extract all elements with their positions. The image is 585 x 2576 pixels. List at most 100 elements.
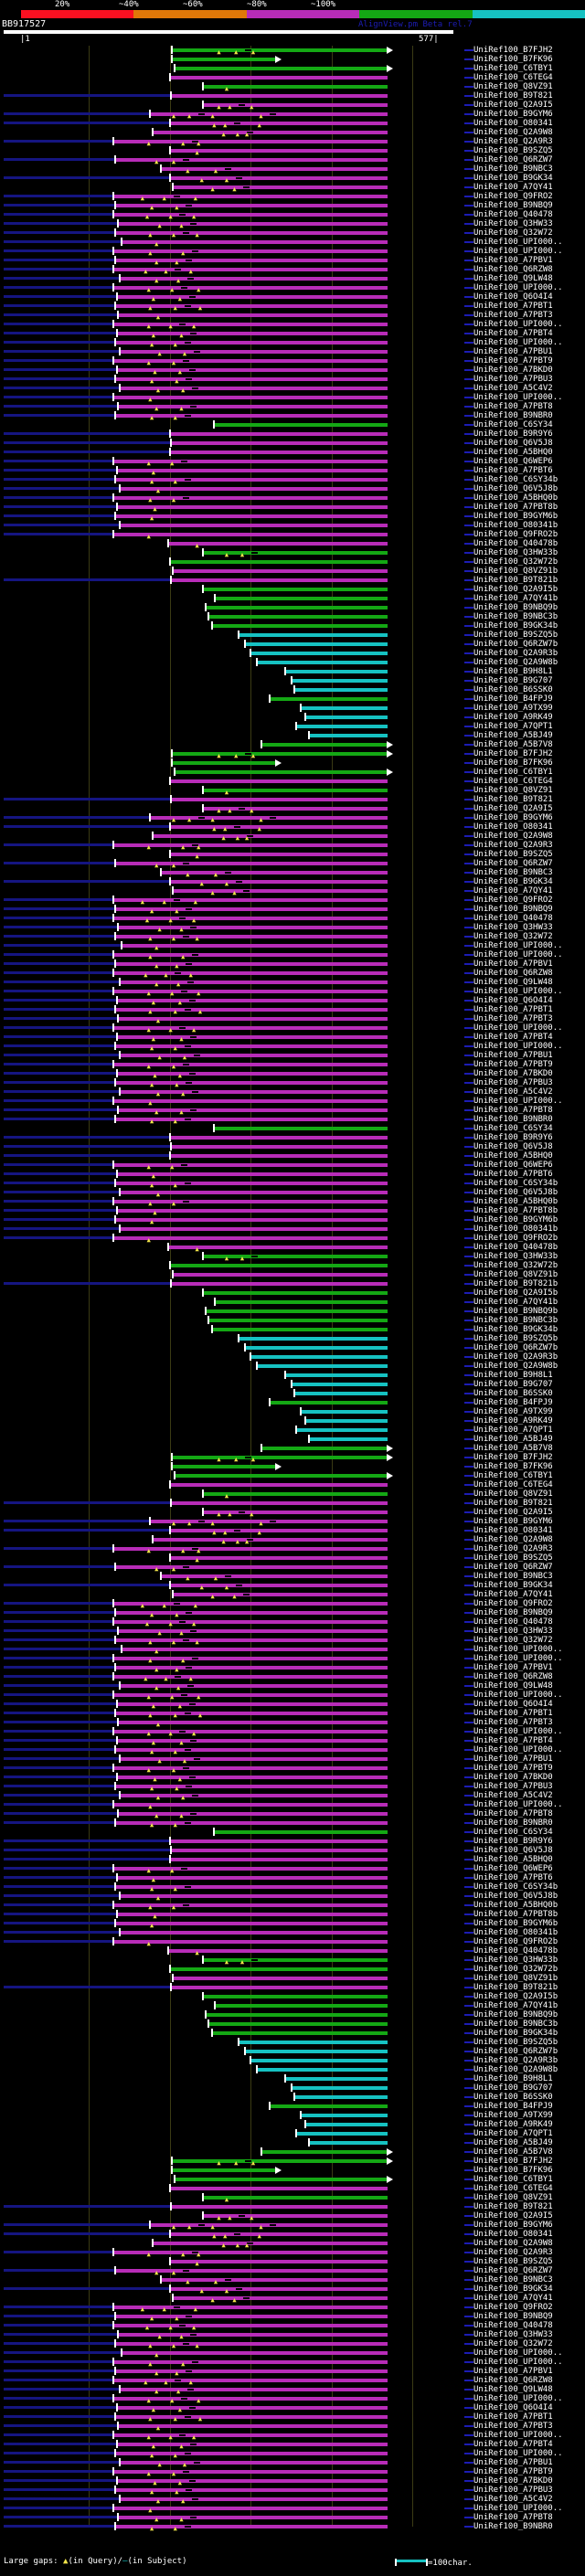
alignment-row[interactable]: ▲ ▲ UniRef100_B9NBR0 <box>0 1115 585 1125</box>
hsp-bar[interactable] <box>154 131 388 134</box>
hsp-bar[interactable] <box>117 368 388 372</box>
hit-accession-link[interactable]: UniRef100_A9TX99 <box>473 704 553 713</box>
hit-accession-link[interactable]: UniRef100_A5C4V2 <box>473 384 553 393</box>
hit-accession-link[interactable]: UniRef100_A7PBT8 <box>473 402 553 411</box>
hit-accession-link[interactable]: UniRef100_C6SY34 <box>473 1828 553 1837</box>
hit-accession-link[interactable]: UniRef100_B9G707 <box>473 1380 553 1389</box>
alignment-row[interactable]: UniRef100_C6TEG4 <box>0 777 585 786</box>
alignment-row[interactable]: ▲ ▲ UniRef100_Q3HW33b <box>0 1956 585 1966</box>
hsp-bar[interactable] <box>204 85 388 89</box>
hsp-bar[interactable] <box>170 2287 388 2291</box>
alignment-row[interactable]: UniRef100_B9G707 <box>0 676 585 685</box>
hsp-bar[interactable] <box>285 2077 388 2081</box>
alignment-row[interactable]: ▲ ▲ UniRef100_B9NBR0 <box>0 1818 585 1829</box>
alignment-row[interactable]: ▲ ▲ ▲ UniRef100_B7FJH2 <box>0 2157 585 2167</box>
hit-accession-link[interactable]: UniRef100_A5BJ49 <box>473 731 553 740</box>
alignment-row[interactable]: ▲ ▲ UniRef100_B9GK34 <box>0 174 585 184</box>
hsp-bar[interactable] <box>174 1273 388 1277</box>
hit-accession-link[interactable]: UniRef100_B9GK34b <box>473 2029 558 2038</box>
hit-accession-link[interactable]: UniRef100_Q6RZW7 <box>473 2266 553 2275</box>
alignment-row[interactable]: ▲ ▲ UniRef100_Q3HW33b <box>0 548 585 558</box>
alignment-row[interactable]: ▲ ▲ ▲ UniRef100_O80341 <box>0 822 585 832</box>
hit-accession-link[interactable]: UniRef100_A7PBT1 <box>473 2412 553 2422</box>
hit-accession-link[interactable]: UniRef100_Q6O4I4 <box>473 1700 553 1709</box>
hit-accession-link[interactable]: UniRef100_UPI000.. <box>473 1023 563 1033</box>
hsp-bar[interactable] <box>216 2004 388 2008</box>
hsp-bar[interactable] <box>116 1922 388 1925</box>
hit-accession-link[interactable]: UniRef100_O80341 <box>473 119 553 128</box>
hit-accession-link[interactable]: UniRef100_A5BHQ0 <box>473 448 553 457</box>
alignment-row[interactable]: UniRef100_B7FK96 <box>0 2166 585 2175</box>
hit-accession-link[interactable]: UniRef100_A7PBT4 <box>473 1033 553 1042</box>
hsp-bar[interactable] <box>117 2406 388 2410</box>
hit-accession-link[interactable]: UniRef100_Q6RZW7b <box>473 1343 558 1352</box>
alignment-row[interactable]: ▲ ▲ ▲ UniRef100_Q2A9W8 <box>0 128 585 138</box>
alignment-row[interactable]: ▲ ▲ UniRef100_A5C4V2 <box>0 1087 585 1097</box>
alignment-row[interactable]: UniRef100_B9H8L1 <box>0 2074 585 2083</box>
alignment-row[interactable]: ▲ ▲ UniRef100_Q6O4I4 <box>0 996 585 1006</box>
hit-accession-link[interactable]: UniRef100_UPI000.. <box>473 1645 563 1654</box>
hsp-bar[interactable] <box>121 487 388 491</box>
hit-accession-link[interactable]: UniRef100_A7BKD0 <box>473 2476 553 2486</box>
alignment-row[interactable]: ▲ UniRef100_Q8VZ91 <box>0 2193 585 2203</box>
hit-accession-link[interactable]: UniRef100_A7QY41b <box>473 1298 558 1307</box>
hsp-bar[interactable] <box>306 716 388 719</box>
hit-accession-link[interactable]: UniRef100_Q2A9R3 <box>473 137 553 146</box>
hit-accession-link[interactable]: UniRef100_B7FJH2 <box>473 2157 553 2166</box>
alignment-row[interactable]: ▲ ▲ UniRef100_A7BKD0 <box>0 1069 585 1079</box>
hit-accession-link[interactable]: UniRef100_Q9FRO2 <box>473 896 553 905</box>
alignment-row[interactable]: ▲ ▲ UniRef100_A7BKD0 <box>0 366 585 376</box>
hsp-bar[interactable] <box>204 551 388 555</box>
hit-accession-link[interactable]: UniRef100_Q6WEP6 <box>473 457 553 466</box>
hit-accession-link[interactable]: UniRef100_Q40478b <box>473 1243 558 1252</box>
hsp-bar[interactable] <box>116 1712 388 1715</box>
alignment-row[interactable]: ▲ ▲ ▲ UniRef100_B7FJH2 <box>0 1453 585 1463</box>
alignment-row[interactable]: UniRef100_B9T821 <box>0 795 585 804</box>
alignment-row[interactable]: ▲ ▲ ▲ UniRef100_Q2A9R3 <box>0 841 585 851</box>
hit-accession-link[interactable]: UniRef100_A7PBU1 <box>473 2458 553 2467</box>
hit-accession-link[interactable]: UniRef100_B9GYM6 <box>473 1517 553 1526</box>
hsp-bar[interactable] <box>170 880 388 884</box>
alignment-row[interactable]: ▲ UniRef100_B9GYM6b <box>0 1919 585 1929</box>
alignment-row[interactable]: ▲ ▲ UniRef100_A7PBT8 <box>0 2513 585 2523</box>
hit-accession-link[interactable]: UniRef100_A5B7V8 <box>473 2147 553 2157</box>
hit-accession-link[interactable]: UniRef100_Q6RZW7 <box>473 1563 553 1572</box>
alignment-row[interactable]: UniRef100_Q2A9W8b <box>0 1362 585 1371</box>
alignment-row[interactable]: ▲ ▲ UniRef100_A5BHQ0b <box>0 1901 585 1911</box>
alignment-row[interactable]: ▲ ▲ ▲ UniRef100_Q6RZW8 <box>0 1672 585 1682</box>
hsp-bar[interactable] <box>174 186 388 189</box>
hit-accession-link[interactable]: UniRef100_Q32W72 <box>473 1636 553 1645</box>
hit-accession-link[interactable]: UniRef100_B9GYM6b <box>473 512 558 521</box>
alignment-row[interactable]: ▲ ▲ UniRef100_A5BHQ0b <box>0 1197 585 1207</box>
hsp-bar[interactable] <box>172 2205 388 2209</box>
alignment-row[interactable]: ▲ UniRef100_UPI000.. <box>0 1800 585 1810</box>
hsp-bar[interactable] <box>173 48 388 52</box>
alignment-row[interactable]: ▲ ▲ UniRef100_B9GK34 <box>0 1581 585 1591</box>
hsp-bar[interactable] <box>117 1209 388 1213</box>
hsp-bar[interactable] <box>174 889 388 893</box>
alignment-row[interactable]: ▲ ▲ UniRef100_C6SY34b <box>0 475 585 485</box>
hsp-bar[interactable] <box>121 1090 388 1094</box>
hsp-bar[interactable] <box>170 853 388 856</box>
hsp-bar[interactable] <box>161 2278 388 2282</box>
hsp-bar[interactable] <box>117 1172 388 1176</box>
hsp-bar[interactable] <box>175 67 388 70</box>
alignment-row[interactable]: UniRef100_Q32W72b <box>0 1261 585 1270</box>
hit-accession-link[interactable]: UniRef100_A7QY41 <box>473 886 553 896</box>
alignment-row[interactable]: ▲ UniRef100_B9SZQ5 <box>0 2257 585 2267</box>
hsp-bar[interactable] <box>170 779 388 783</box>
alignment-row[interactable]: UniRef100_B4FPJ9 <box>0 1398 585 1407</box>
hsp-bar[interactable] <box>204 2214 388 2218</box>
alignment-row[interactable]: ▲ ▲ UniRef100_UPI000.. <box>0 2449 585 2459</box>
alignment-row[interactable]: ▲ ▲ UniRef100_UPI000.. <box>0 338 585 348</box>
alignment-row[interactable]: ▲ UniRef100_Q40478b <box>0 539 585 549</box>
alignment-row[interactable]: UniRef100_A9RK49 <box>0 713 585 722</box>
hsp-bar[interactable] <box>114 2507 388 2510</box>
hsp-bar[interactable] <box>114 1867 388 1871</box>
alignment-row[interactable]: ▲ ▲ UniRef100_A7QY41 <box>0 1590 585 1600</box>
alignment-row[interactable]: ▲ UniRef100_B9SZQ5 <box>0 850 585 860</box>
hsp-bar[interactable] <box>302 706 388 710</box>
hsp-bar[interactable] <box>122 2351 388 2355</box>
hit-accession-link[interactable]: UniRef100_Q32W72 <box>473 228 553 238</box>
hsp-bar[interactable] <box>116 259 388 262</box>
